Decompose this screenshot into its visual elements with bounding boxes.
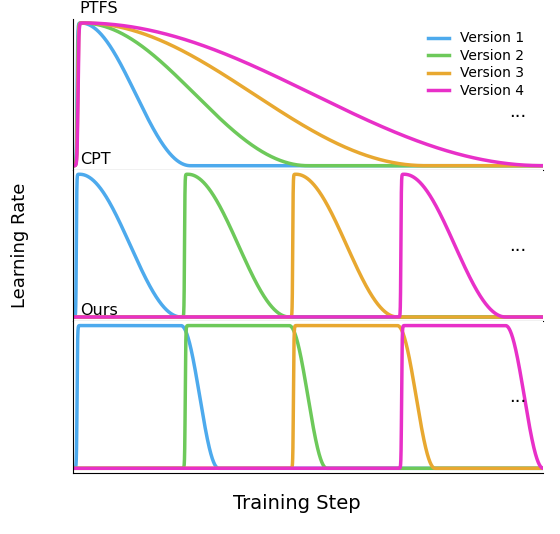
Text: PTFS: PTFS [80, 1, 119, 15]
Text: Learning Rate: Learning Rate [11, 183, 29, 308]
Text: ...: ... [508, 237, 526, 255]
Legend: Version 1, Version 2, Version 3, Version 4: Version 1, Version 2, Version 3, Version… [425, 29, 527, 100]
Text: Ours: Ours [80, 303, 118, 318]
Text: ...: ... [508, 388, 526, 406]
Text: CPT: CPT [80, 152, 110, 167]
Text: Training Step: Training Step [233, 493, 361, 513]
Text: ...: ... [508, 104, 526, 122]
